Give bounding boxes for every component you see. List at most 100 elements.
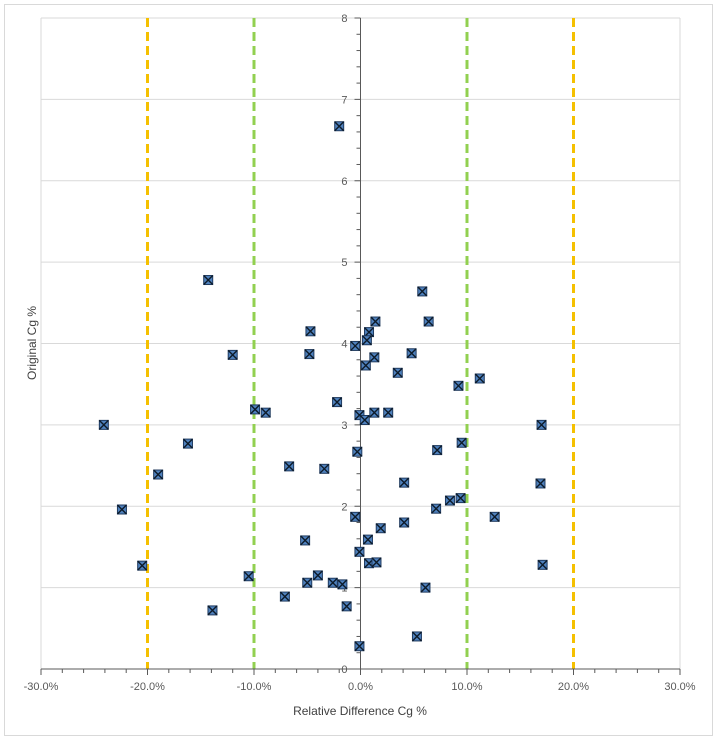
data-point-cross bbox=[392, 367, 403, 378]
data-point bbox=[354, 546, 365, 557]
data-point bbox=[304, 349, 315, 360]
data-point bbox=[352, 446, 363, 457]
data-point bbox=[453, 380, 464, 391]
data-point-cross bbox=[332, 397, 343, 408]
data-point bbox=[420, 582, 431, 593]
data-point bbox=[455, 493, 466, 504]
data-point-cross bbox=[350, 340, 361, 351]
data-point-cross bbox=[279, 591, 290, 602]
data-point-cross bbox=[260, 407, 271, 418]
x-tick-label: -10.0% bbox=[237, 681, 272, 693]
data-point-cross bbox=[406, 348, 417, 359]
data-point bbox=[392, 367, 403, 378]
y-tick-label: 7 bbox=[341, 94, 347, 106]
data-point-cross bbox=[227, 349, 238, 360]
data-point-cross bbox=[455, 493, 466, 504]
data-points bbox=[98, 121, 548, 652]
data-point-cross bbox=[302, 577, 313, 588]
data-point-cross bbox=[304, 349, 315, 360]
data-point bbox=[406, 348, 417, 359]
reference-lines bbox=[146, 18, 575, 669]
data-point-cross bbox=[243, 571, 254, 582]
data-point-cross bbox=[350, 511, 361, 522]
data-point bbox=[369, 407, 380, 418]
data-point-cross bbox=[411, 631, 422, 642]
data-point bbox=[203, 275, 214, 286]
y-tick-label: 4 bbox=[341, 339, 347, 351]
data-point bbox=[431, 503, 442, 514]
data-point-cross bbox=[489, 511, 500, 522]
data-point bbox=[423, 316, 434, 327]
data-point-cross bbox=[453, 380, 464, 391]
x-tick-label: -20.0% bbox=[130, 681, 165, 693]
data-point bbox=[302, 577, 313, 588]
data-point-cross bbox=[116, 504, 127, 515]
data-point-cross bbox=[432, 445, 443, 456]
data-point-cross bbox=[305, 326, 316, 337]
data-point-cross bbox=[341, 601, 352, 612]
data-point bbox=[354, 641, 365, 652]
data-point bbox=[362, 534, 373, 545]
data-point-cross bbox=[334, 121, 345, 132]
data-point-cross bbox=[536, 419, 547, 430]
data-point-cross bbox=[284, 461, 295, 472]
data-point bbox=[182, 438, 193, 449]
y-tick-label: 3 bbox=[341, 420, 347, 432]
data-point bbox=[341, 601, 352, 612]
data-point-cross bbox=[364, 327, 375, 338]
data-point bbox=[327, 577, 338, 588]
data-point-cross bbox=[375, 523, 386, 534]
data-point bbox=[284, 461, 295, 472]
data-point bbox=[337, 579, 348, 590]
data-point bbox=[227, 349, 238, 360]
data-point bbox=[474, 373, 485, 384]
data-point bbox=[332, 397, 343, 408]
data-point-cross bbox=[431, 503, 442, 514]
data-point-cross bbox=[371, 557, 382, 568]
data-point bbox=[98, 419, 109, 430]
data-point-cross bbox=[327, 577, 338, 588]
data-point-cross bbox=[535, 478, 546, 489]
data-point-cross bbox=[300, 535, 311, 546]
chart-frame bbox=[4, 4, 713, 736]
data-point-cross bbox=[182, 438, 193, 449]
data-point-cross bbox=[360, 360, 371, 371]
data-point bbox=[243, 571, 254, 582]
y-tick-label: 8 bbox=[341, 13, 347, 25]
data-point bbox=[369, 352, 380, 363]
x-tick-label: 10.0% bbox=[451, 681, 482, 693]
data-point bbox=[536, 419, 547, 430]
data-point-cross bbox=[207, 605, 218, 616]
data-point bbox=[371, 557, 382, 568]
data-point-cross bbox=[203, 275, 214, 286]
x-tick-label: -30.0% bbox=[24, 681, 59, 693]
data-point-cross bbox=[354, 546, 365, 557]
data-point bbox=[537, 559, 548, 570]
y-tick-label: 6 bbox=[341, 176, 347, 188]
data-point bbox=[350, 511, 361, 522]
x-tick-label: 30.0% bbox=[664, 681, 695, 693]
data-point-cross bbox=[444, 495, 455, 506]
data-point bbox=[432, 445, 443, 456]
data-point bbox=[312, 570, 323, 581]
data-point-cross bbox=[474, 373, 485, 384]
data-point bbox=[116, 504, 127, 515]
data-point-cross bbox=[399, 517, 410, 528]
y-tick-label: 2 bbox=[341, 501, 347, 513]
data-point bbox=[153, 469, 164, 480]
data-point-cross bbox=[250, 404, 261, 415]
data-point bbox=[279, 591, 290, 602]
data-point bbox=[207, 605, 218, 616]
data-point bbox=[300, 535, 311, 546]
data-point-cross bbox=[383, 407, 394, 418]
data-point bbox=[319, 463, 330, 474]
data-point-cross bbox=[423, 316, 434, 327]
data-point-cross bbox=[354, 641, 365, 652]
data-point bbox=[350, 340, 361, 351]
data-point-cross bbox=[137, 560, 148, 571]
data-point-cross bbox=[312, 570, 323, 581]
data-point bbox=[375, 523, 386, 534]
y-tick-label: 5 bbox=[341, 257, 347, 269]
y-axis-title: Original Cg % bbox=[25, 306, 39, 380]
data-point-cross bbox=[362, 534, 373, 545]
